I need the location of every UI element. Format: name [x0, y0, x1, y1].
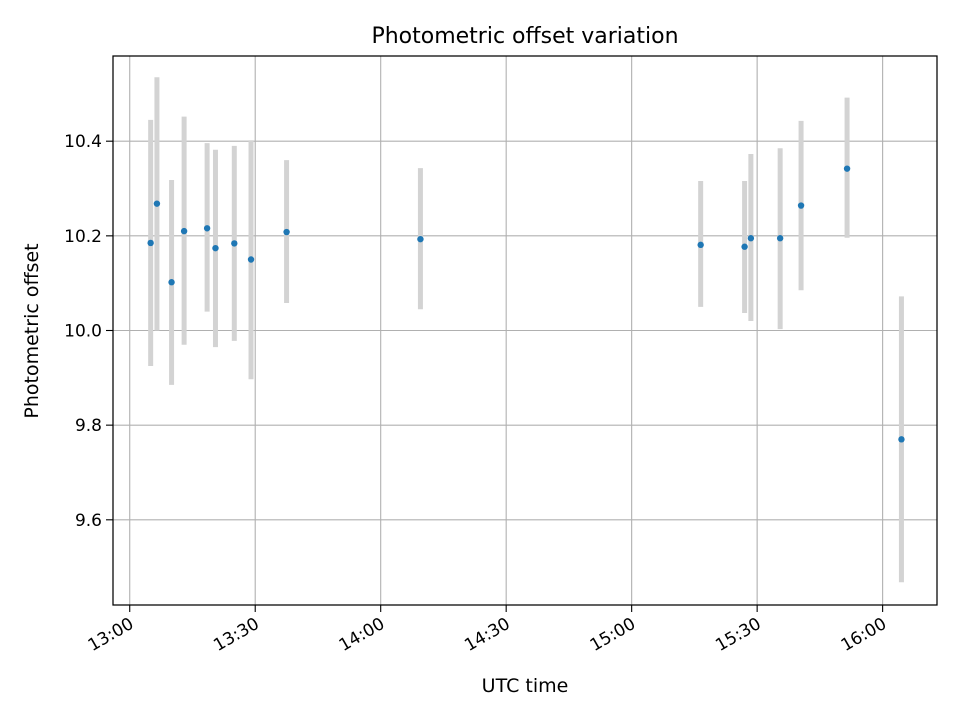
data-point [247, 256, 255, 263]
y-tick-label: 10.0 [64, 322, 102, 342]
data-point [147, 239, 154, 247]
y-tick-label: 10.4 [64, 132, 102, 152]
data-points [147, 165, 905, 443]
chart-title: Photometric offset variation [371, 24, 678, 49]
data-point [417, 235, 424, 243]
y-tick-label: 9.8 [75, 416, 102, 436]
data-point [212, 244, 219, 252]
data-point [776, 235, 784, 242]
data-point [153, 200, 161, 207]
y-axis-label: Photometric offset [21, 243, 43, 418]
data-point [797, 202, 805, 209]
data-point [180, 227, 188, 235]
data-point [843, 165, 851, 172]
data-point [898, 436, 905, 443]
data-point [168, 279, 175, 286]
data-point [697, 241, 704, 249]
data-point [231, 240, 238, 247]
y-axis-ticks: 9.6 9.8 10.0 10.2 10.4 [64, 132, 113, 531]
data-point [203, 225, 211, 232]
y-tick-label: 9.6 [75, 511, 102, 531]
y-tick-label: 10.2 [64, 227, 102, 247]
data-point [283, 228, 290, 236]
x-axis-label: UTC time [482, 675, 569, 697]
data-point [747, 235, 755, 242]
data-point [741, 243, 748, 250]
